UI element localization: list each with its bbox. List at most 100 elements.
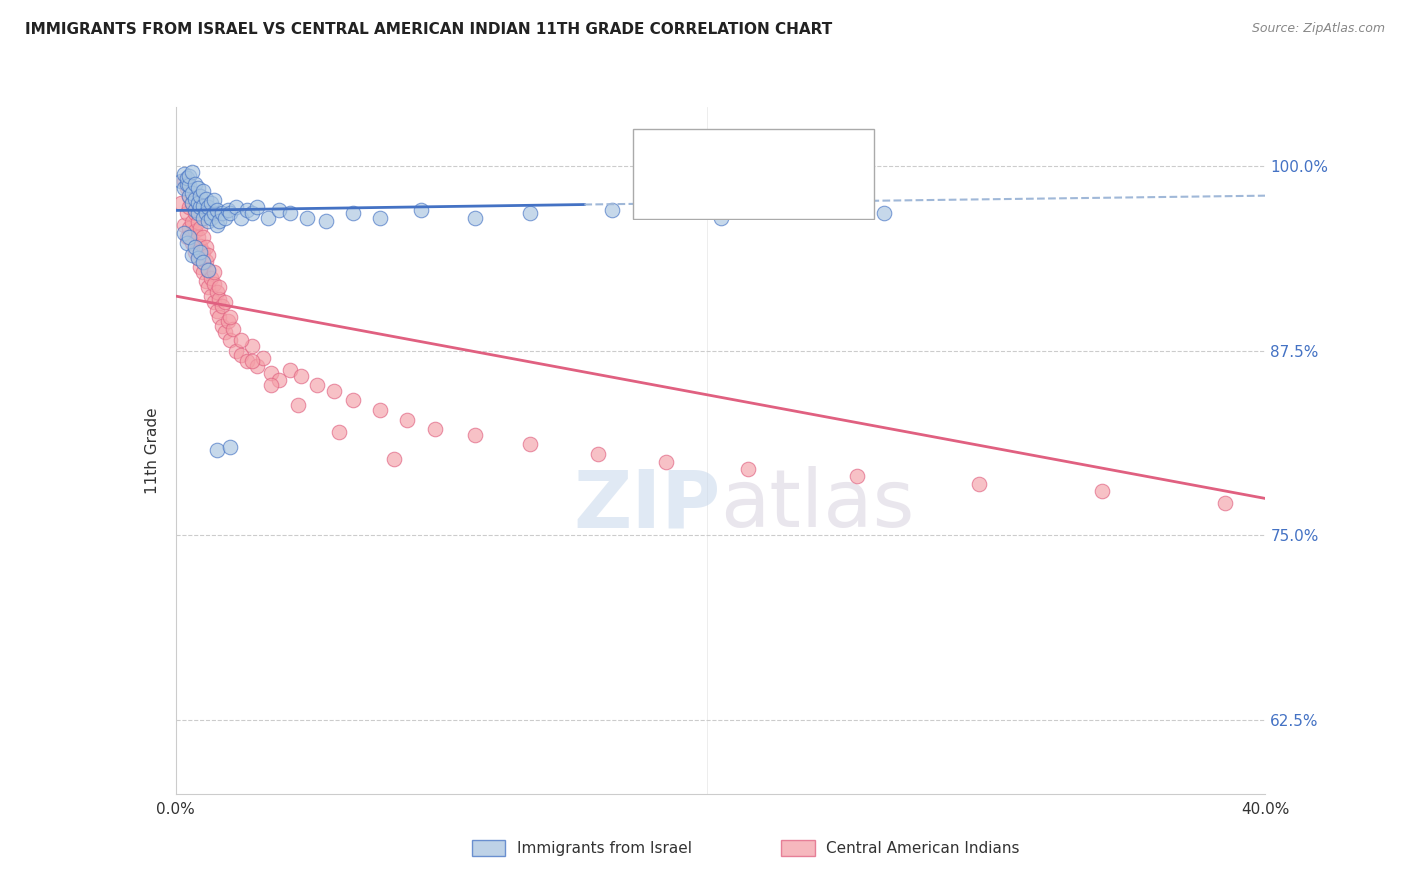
Point [191,265,214,279]
Point [252,351,274,366]
Point [188,244,211,259]
Point [191,211,214,225]
Point [197,280,219,294]
Point [307,377,329,392]
Point [423,422,446,436]
Point [184,203,207,218]
Point [186,196,209,211]
Point [186,251,209,265]
Point [464,428,486,442]
Point [295,211,318,225]
Point [179,201,201,215]
Point [231,348,253,362]
Point [181,196,204,211]
Point [179,188,201,202]
Point [260,377,283,392]
Text: Central American Indians: Central American Indians [825,841,1019,856]
Point [219,440,242,454]
Point [179,169,201,184]
Point [176,235,198,250]
Text: IMMIGRANTS FROM ISRAEL VS CENTRAL AMERICAN INDIAN 11TH GRADE CORRELATION CHART: IMMIGRANTS FROM ISRAEL VS CENTRAL AMERIC… [25,22,832,37]
Point [176,181,198,195]
Point [181,235,204,250]
Point [519,206,541,220]
Point [205,304,228,318]
Point [246,201,269,215]
Point [257,211,280,225]
Point [200,271,222,285]
Point [170,174,193,188]
Point [219,206,242,220]
Point [396,413,419,427]
Point [368,211,391,225]
Point [202,295,225,310]
Point [173,167,195,181]
Point [205,442,228,457]
Point [188,239,211,253]
Text: atlas: atlas [721,467,915,544]
Point [655,454,678,468]
Point [188,201,211,215]
Point [188,260,211,274]
Point [194,240,217,254]
FancyBboxPatch shape [782,840,815,855]
Point [179,230,201,244]
Point [173,218,195,232]
Point [710,211,733,225]
Point [217,314,239,328]
Point [519,437,541,451]
Point [202,206,225,220]
Point [315,214,337,228]
Point [214,325,236,339]
Point [191,255,214,269]
Point [219,334,242,348]
Point [202,265,225,279]
Point [231,211,253,225]
Point [202,277,225,292]
Point [873,206,896,220]
Point [217,203,239,218]
Point [186,215,209,229]
Point [181,215,204,229]
Point [194,206,217,220]
Point [200,196,222,211]
Point [176,170,198,185]
Point [208,280,231,294]
FancyBboxPatch shape [643,139,675,165]
Point [181,186,204,200]
Point [1213,496,1236,510]
Point [225,343,247,358]
Point [191,230,214,244]
Point [170,196,193,211]
Point [200,289,222,303]
Point [328,425,350,439]
Point [173,174,195,188]
Point [184,177,207,191]
Point [191,244,214,259]
Point [205,218,228,232]
Point [181,196,204,211]
Point [205,285,228,299]
Point [197,248,219,262]
Text: Immigrants from Israel: Immigrants from Israel [517,841,692,856]
Point [269,203,291,218]
Text: ZIP: ZIP [574,467,721,544]
Point [464,211,486,225]
Point [184,192,207,206]
Text: Source: ZipAtlas.com: Source: ZipAtlas.com [1251,22,1385,36]
Point [186,206,209,220]
Point [194,253,217,268]
Point [176,230,198,244]
Point [382,451,405,466]
Point [181,248,204,262]
Point [342,392,364,407]
Point [184,224,207,238]
Point [211,318,233,333]
Point [208,292,231,306]
Point [278,363,301,377]
Point [173,181,195,195]
Point [188,188,211,202]
Point [586,447,609,461]
Point [219,310,242,324]
Point [197,262,219,277]
